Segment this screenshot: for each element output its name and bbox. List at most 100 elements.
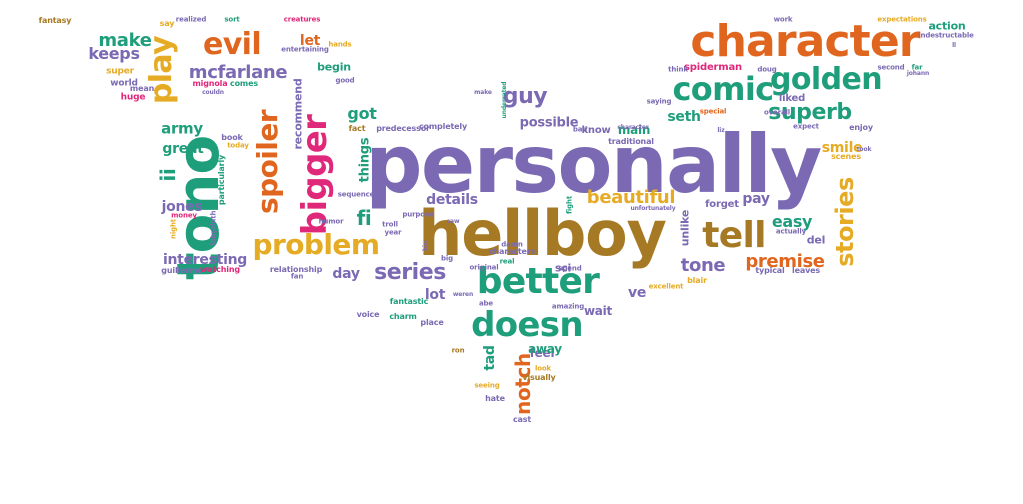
word-good: good <box>335 76 355 85</box>
word-interesting: interesting <box>162 252 248 268</box>
word-unlike: unlike <box>678 209 692 247</box>
word-enjoy: enjoy <box>849 123 873 132</box>
word-forget: forget <box>705 199 739 210</box>
word-spoiler: spoiler <box>251 109 284 215</box>
word-beautiful: beautiful <box>586 187 676 208</box>
word-make: make <box>98 30 152 51</box>
word-possible: possible <box>519 115 579 131</box>
word-hate: hate <box>485 394 505 403</box>
word-fi: fi <box>356 206 372 230</box>
word-watching: watching <box>200 265 240 274</box>
word-leaves: leaves <box>791 266 821 275</box>
word-character: character <box>617 124 649 131</box>
word-far: far <box>911 63 923 72</box>
word-today: today <box>227 141 249 150</box>
word-comic: comic <box>672 70 774 108</box>
word-seeing: seeing <box>474 381 500 390</box>
word-sci: sci <box>554 261 572 275</box>
word-saying: saying <box>646 97 672 106</box>
word-fantastic: fantastic <box>389 297 429 306</box>
word-hellboy: hellboy <box>418 197 667 270</box>
word-creatures: creatures <box>283 15 321 24</box>
word-jones: jones <box>161 199 203 215</box>
word-away: away <box>528 342 562 356</box>
word-visually: visually <box>522 373 556 382</box>
word-mean: mean <box>129 84 155 93</box>
word-great: great <box>162 141 204 157</box>
word-superb: superb <box>768 100 852 125</box>
word-action: action <box>928 19 966 33</box>
word-realized: realized <box>175 15 207 24</box>
word-guillermo: guillermo <box>161 266 203 275</box>
word-fight: fight <box>565 195 574 215</box>
word-traditional: traditional <box>608 137 654 146</box>
word-personally: personally <box>365 118 822 211</box>
word-seth: seth <box>667 109 701 125</box>
word-year: year <box>384 228 402 237</box>
word-character: character <box>690 16 920 67</box>
word-completely: completely <box>418 122 468 131</box>
word-tone: tone <box>680 255 726 276</box>
word-real: real <box>499 257 515 266</box>
word-spend: spend <box>558 264 582 273</box>
word-recommend: recommend <box>291 78 305 150</box>
word-liked: liked <box>778 93 806 104</box>
word-indestructable: indestructable <box>918 31 974 40</box>
word-tell: tell <box>702 215 766 256</box>
word-voice: voice <box>356 310 380 319</box>
word-characters: characters <box>488 247 536 256</box>
word-things: things <box>357 137 373 183</box>
word-evil: evil <box>202 27 262 62</box>
word-weren: weren <box>452 291 474 298</box>
word-better: better <box>476 261 600 302</box>
word-huge: huge <box>120 92 146 103</box>
word-overall: overall <box>763 108 791 117</box>
word-details: details <box>426 192 478 208</box>
word-special: special <box>699 107 727 116</box>
word-place: place <box>420 318 444 327</box>
word-typical: typical <box>755 266 785 275</box>
word-ron: ron <box>451 346 465 355</box>
word-abe: abe <box>478 299 494 308</box>
word-golden: golden <box>770 62 883 97</box>
word-army: army <box>161 119 203 138</box>
word-comes: comes <box>230 79 258 88</box>
word-mignola: mignola <box>192 79 228 88</box>
word-purpose: purpose <box>402 210 434 219</box>
word-stories: stories <box>831 177 859 267</box>
word-know: know <box>581 125 611 136</box>
word-johann: johann <box>906 70 930 77</box>
word-wait: wait <box>583 304 613 318</box>
word-ve: ve <box>627 285 647 301</box>
word-doesn: doesn <box>471 305 583 345</box>
word-charm: charm <box>389 312 417 321</box>
word-second: second <box>877 63 905 72</box>
word-night: night <box>169 218 178 240</box>
word-saw: saw <box>446 218 460 225</box>
word-notch: notch <box>511 353 535 415</box>
word-scenes: scenes <box>831 152 861 161</box>
word-main: main <box>617 123 651 137</box>
word-couldn: couldn <box>202 89 224 96</box>
word-amazing: amazing <box>551 302 585 311</box>
word-fantasy: fantasy <box>38 16 72 25</box>
word-begin: begin <box>317 60 351 74</box>
word-sort: sort <box>224 15 240 24</box>
word-doug: doug <box>757 65 777 74</box>
word-actually: actually <box>775 227 807 236</box>
word-pay: pay <box>742 191 770 207</box>
word-unfortunately: unfortunately <box>630 205 676 212</box>
word-guy: guy <box>502 84 548 109</box>
word-book: book <box>221 133 243 142</box>
word-got: got <box>347 104 377 123</box>
word-easy: easy <box>771 212 813 231</box>
word-del: del <box>806 233 826 247</box>
word-keeps: keeps <box>88 44 140 63</box>
word-fan: fan <box>290 272 304 281</box>
word-kin: kin <box>422 241 429 251</box>
word-make: make <box>474 89 492 96</box>
word-super: super <box>106 66 134 77</box>
word-tad: tad <box>482 345 498 371</box>
word-premise: premise <box>745 251 825 272</box>
